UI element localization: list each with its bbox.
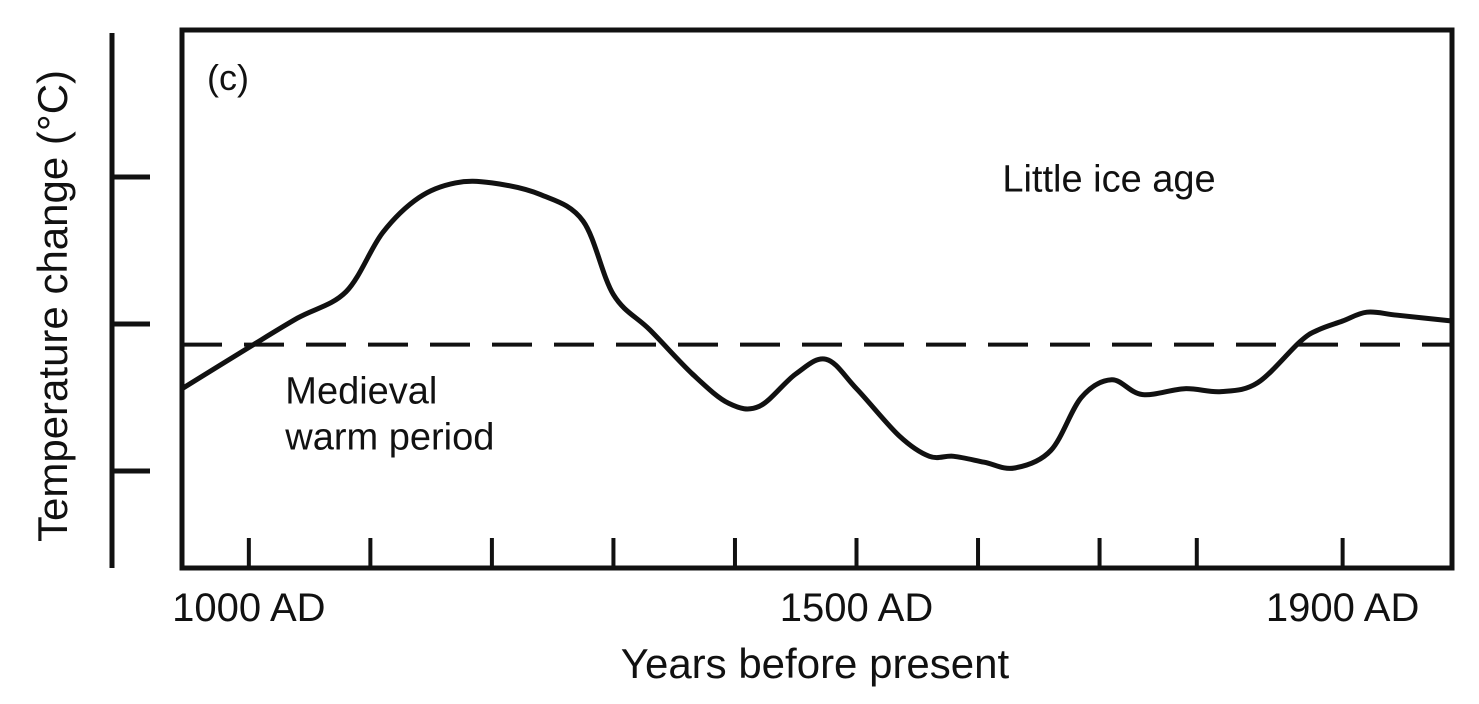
x-tick-label: 1500 AD [780,586,933,630]
y-axis-title: Temperature change (°C) [29,70,76,542]
x-tick-label: 1900 AD [1266,586,1419,630]
x-axis-tick-labels: 1000 AD 1500 AD 1900 AD [172,586,1419,630]
y-axis-ticks [112,174,150,474]
annotation-text: Medieval [285,370,437,412]
x-tick-label: 1000 AD [172,586,325,630]
annotation-text: warm period [284,416,494,458]
x-axis-title: Years before present [621,640,1010,687]
panel-label: (c) [207,57,249,98]
plot-frame [179,27,1455,571]
x-axis-ticks [246,538,1345,568]
temperature-series-line [179,178,1455,471]
annotation-text: Little ice age [1002,159,1215,201]
